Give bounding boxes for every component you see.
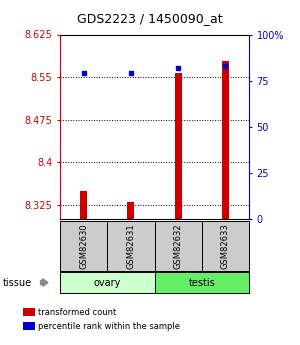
Bar bbox=[154, 221, 202, 271]
Text: GDS2223 / 1450090_at: GDS2223 / 1450090_at bbox=[77, 12, 223, 25]
Text: ovary: ovary bbox=[94, 278, 121, 287]
Text: percentile rank within the sample: percentile rank within the sample bbox=[38, 322, 179, 331]
Bar bbox=[60, 221, 107, 271]
Bar bbox=[222, 61, 229, 219]
Bar bbox=[175, 72, 182, 219]
Bar bbox=[107, 221, 154, 271]
Bar bbox=[80, 191, 87, 219]
Text: GSM82630: GSM82630 bbox=[79, 223, 88, 269]
Text: GSM82632: GSM82632 bbox=[174, 223, 183, 269]
Text: GSM82631: GSM82631 bbox=[126, 223, 135, 269]
Text: testis: testis bbox=[188, 278, 215, 287]
Bar bbox=[202, 221, 249, 271]
Bar bbox=[60, 272, 154, 293]
Text: GSM82633: GSM82633 bbox=[221, 223, 230, 269]
Text: tissue: tissue bbox=[3, 278, 32, 287]
Text: transformed count: transformed count bbox=[38, 308, 116, 317]
Bar bbox=[154, 272, 249, 293]
Bar bbox=[127, 202, 134, 219]
